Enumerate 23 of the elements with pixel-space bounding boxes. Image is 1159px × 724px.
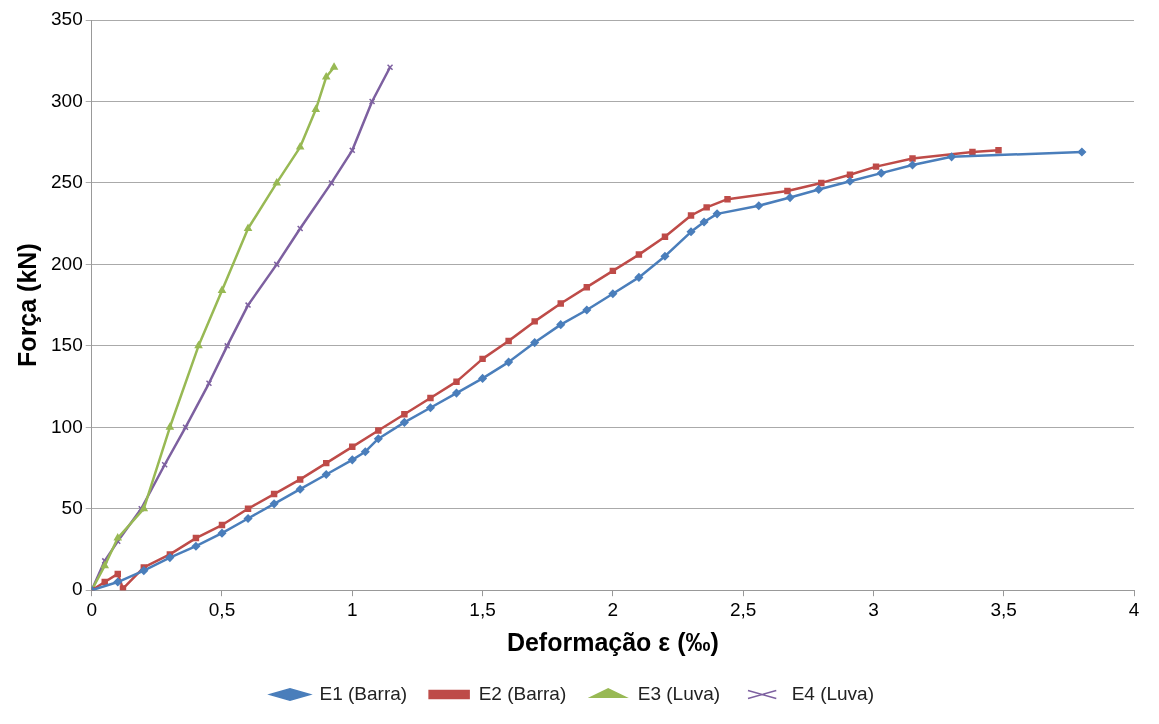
y-tick-label: 250 <box>51 171 83 193</box>
x-tick-label: 1,5 <box>469 598 496 620</box>
x-axis-title: Deformação ε (‰) <box>506 627 719 656</box>
y-tick-label: 300 <box>51 89 83 111</box>
y-axis-title: Força (kN) <box>12 243 41 367</box>
legend-label: E3 (Luva) <box>637 682 721 704</box>
x-tick-label: 3,5 <box>990 598 1017 620</box>
x-tick-label: 3 <box>868 598 879 620</box>
y-tick-label: 200 <box>51 252 83 274</box>
legend-label: E1 (Barra) <box>319 682 408 704</box>
x-tick-label: 0,5 <box>208 598 236 620</box>
x-tick-label: 2,5 <box>729 598 757 620</box>
y-tick-label: 150 <box>51 334 83 356</box>
x-tick-label: 0 <box>86 598 97 620</box>
y-tick-label: 100 <box>51 415 83 437</box>
x-tick-label: 2 <box>607 598 619 620</box>
x-tick-label: 1 <box>346 598 358 620</box>
legend-label: E2 (Barra) <box>478 682 567 704</box>
y-tick-label: 350 <box>51 8 83 30</box>
legend-label: E4 (Luva) <box>791 682 875 704</box>
y-tick-label: 50 <box>61 496 83 518</box>
y-tick-label: 0 <box>72 578 83 600</box>
x-tick-label: 4 <box>1128 598 1140 620</box>
